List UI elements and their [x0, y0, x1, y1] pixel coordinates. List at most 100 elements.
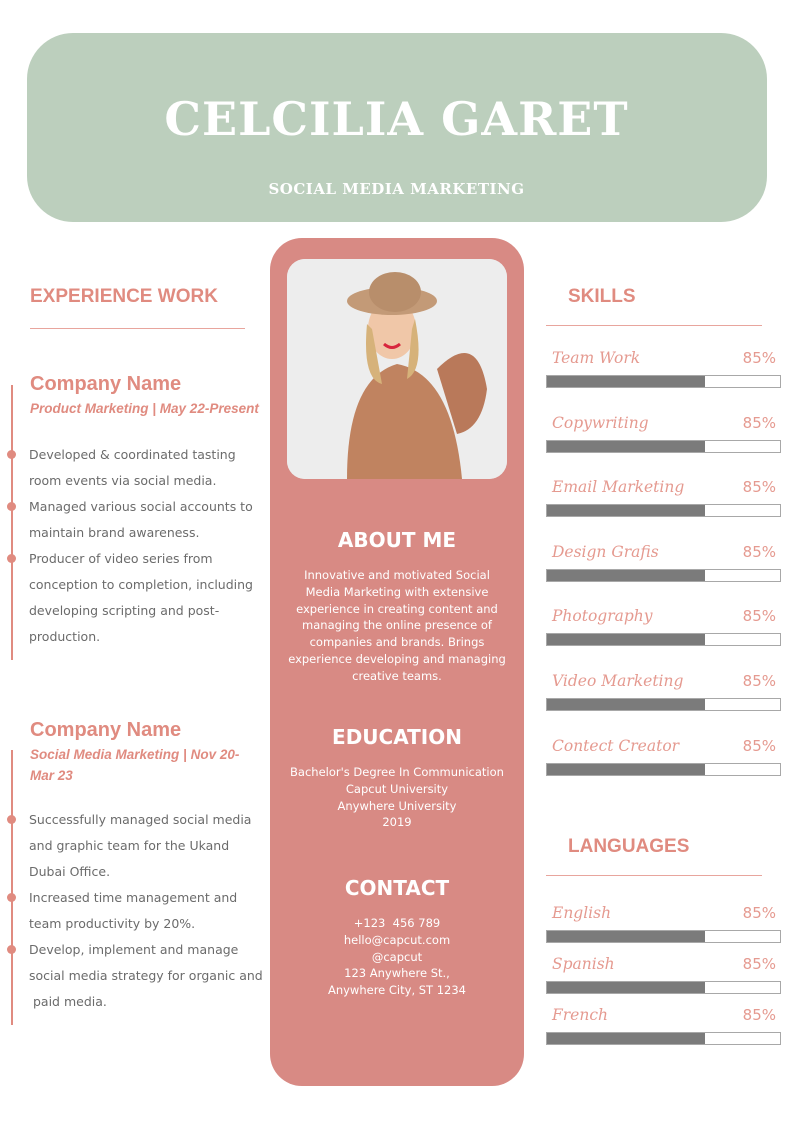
bullet-dot-icon — [7, 502, 16, 511]
skill-progress-bar — [546, 504, 781, 518]
skill-percent: 85% — [742, 904, 776, 922]
company-name: Company Name — [30, 373, 182, 395]
company-name: Company Name — [30, 719, 182, 741]
skill-progress-fill — [547, 763, 706, 775]
skill-progress-fill — [547, 505, 706, 517]
skill-progress-bar — [546, 981, 781, 994]
skill-label: Contect Creator — [552, 736, 680, 755]
skill-label: Design Grafis — [552, 542, 659, 561]
bullet-text: conception to completion, including — [29, 577, 253, 592]
skill-progress-fill — [547, 699, 706, 710]
bullet-text: Producer of video series from — [29, 551, 213, 566]
about-line: experience developing and managing — [288, 651, 506, 666]
bullet-dot-icon — [7, 450, 16, 459]
languages-divider — [546, 875, 762, 876]
timeline-line — [11, 385, 13, 660]
about-line: companies and brands. Brings — [309, 635, 485, 650]
bullet-text: developing scripting and post- — [29, 603, 220, 618]
about-line: Media Marketing with extensive — [305, 584, 489, 599]
skill-progress-bar — [546, 633, 781, 647]
profile-photo — [287, 259, 507, 479]
skill-percent: 85% — [742, 1006, 776, 1024]
skills-divider — [546, 325, 762, 326]
header-banner — [27, 33, 767, 222]
skill-label: Video Marketing — [552, 672, 684, 690]
bullet-text: Develop, implement and manage — [29, 942, 239, 957]
skill-progress-fill — [547, 440, 706, 452]
skill-progress-bar — [546, 930, 781, 943]
skill-progress-bar — [546, 1032, 781, 1045]
skill-progress-fill — [547, 931, 706, 942]
skill-percent: 85% — [742, 607, 776, 626]
person-photo-icon — [287, 259, 507, 479]
skill-percent: 85% — [742, 542, 776, 561]
job-position: Product Marketing | May 22-Present — [30, 401, 259, 416]
bullet-text: Managed various social accounts to — [29, 499, 253, 514]
skill-label: Spanish — [552, 955, 615, 973]
bullet-text: Dubai Office. — [29, 864, 111, 879]
education-line: Bachelor's Degree In Communication — [290, 765, 504, 779]
about-line: creative teams. — [352, 668, 442, 683]
skill-label: Team Work — [552, 349, 641, 367]
candidate-role: SOCIAL MEDIA MARKETING — [268, 180, 525, 198]
skill-label: English — [552, 904, 612, 922]
skill-progress-bar — [546, 439, 781, 453]
bullet-text: and graphic team for the Ukand — [29, 838, 230, 853]
job-position: Social Media Marketing | Nov 20- — [30, 747, 240, 762]
skill-percent: 85% — [742, 413, 776, 432]
contact-line: hello@capcut.com — [343, 932, 451, 947]
contact-line: @capcut — [371, 949, 423, 964]
about-line: Innovative and motivated Social — [304, 568, 490, 582]
contact-line: +123 456 789 — [353, 916, 441, 930]
about-text: Innovative and motivated Social Media Mar… — [280, 567, 514, 685]
skill-progress-bar — [546, 375, 781, 388]
education-line: Anywhere University — [337, 798, 457, 813]
skill-progress-fill — [547, 1033, 706, 1044]
skill-percent: 85% — [742, 736, 776, 755]
education-text: Bachelor's Degree In Communication Capcut… — [280, 764, 514, 831]
bullet-text: Increased time management and — [29, 890, 238, 905]
skill-label: French — [552, 1006, 608, 1024]
bullet-text: room events via social media. — [29, 473, 217, 488]
experience-title: EXPERIENCE WORK — [30, 286, 218, 307]
bullet-dot-icon — [7, 945, 16, 954]
skill-progress-bar — [546, 568, 781, 582]
skill-label: Copywriting — [552, 413, 649, 432]
skill-percent: 85% — [742, 955, 776, 973]
bullet-text: Developed & coordinated tasting — [29, 447, 236, 462]
contact-line: 123 Anywhere St., — [344, 966, 450, 981]
skill-percent: 85% — [742, 672, 776, 690]
skill-progress-fill — [547, 634, 706, 646]
skill-progress-bar — [546, 762, 781, 776]
skill-label: Email Marketing — [552, 478, 685, 497]
bullet-text: production. — [29, 629, 101, 644]
bullet-text: social media strategy for organic and — [29, 968, 263, 983]
skill-percent: 85% — [742, 349, 776, 367]
skill-progress-fill — [547, 982, 706, 993]
skills-title: SKILLS — [568, 286, 636, 307]
skill-percent: 85% — [742, 478, 776, 497]
contact-line: Anywhere City, ST 1234 — [327, 983, 467, 998]
bullet-dot-icon — [7, 815, 16, 824]
bullet-dot-icon — [7, 893, 16, 902]
about-line: experience in creating content and — [296, 601, 498, 616]
about-title: ABOUT ME — [337, 528, 457, 552]
education-line: Capcut University — [345, 781, 449, 796]
skill-progress-bar — [546, 698, 781, 711]
candidate-name: CELCILIA GARET — [164, 92, 629, 146]
bullet-dot-icon — [7, 554, 16, 563]
contact-title: CONTACT — [344, 876, 450, 900]
skill-progress-fill — [547, 569, 706, 581]
skill-progress-fill — [547, 376, 706, 387]
timeline-line — [11, 750, 13, 1025]
bullet-text: Successfully managed social media — [29, 812, 252, 827]
bullet-text: paid media. — [29, 994, 107, 1009]
languages-title: LANGUAGES — [568, 836, 690, 857]
job-position-cont: Mar 23 — [30, 768, 73, 783]
bullet-text: maintain brand awareness. — [29, 525, 200, 540]
bullet-text: team productivity by 20%. — [29, 916, 196, 931]
about-line: managing the online presence of — [302, 618, 492, 633]
contact-text: +123 456 789 hello@capcut.com @capcut 123 A… — [280, 915, 514, 999]
skill-label: Photography — [552, 607, 653, 626]
education-line: 2019 — [382, 815, 412, 830]
